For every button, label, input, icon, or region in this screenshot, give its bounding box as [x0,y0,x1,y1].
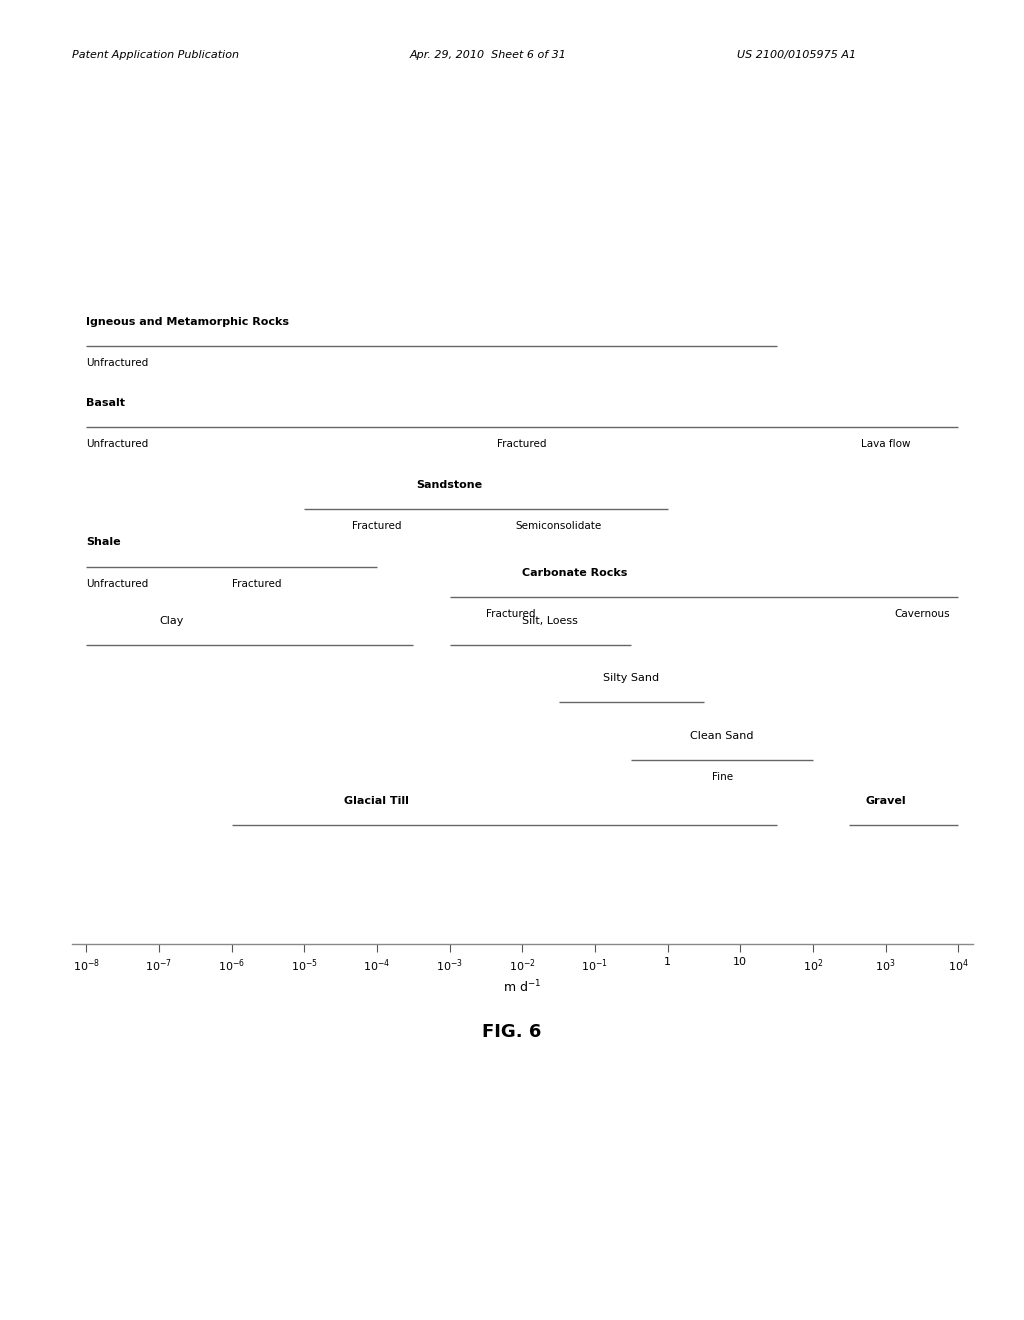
Text: Fine: Fine [712,772,732,783]
Text: Cavernous: Cavernous [894,610,949,619]
Text: Patent Application Publication: Patent Application Publication [72,50,239,61]
Text: Unfractured: Unfractured [86,358,148,368]
Text: Silty Sand: Silty Sand [603,673,659,684]
Text: Carbonate Rocks: Carbonate Rocks [522,568,628,578]
Text: Sandstone: Sandstone [417,479,482,490]
Text: Apr. 29, 2010  Sheet 6 of 31: Apr. 29, 2010 Sheet 6 of 31 [410,50,566,61]
Text: Lava flow: Lava flow [861,440,910,449]
Text: Gravel: Gravel [865,796,906,805]
Text: Fractured: Fractured [231,578,281,589]
Text: Unfractured: Unfractured [86,578,148,589]
Text: Fractured: Fractured [486,610,536,619]
Text: Basalt: Basalt [86,399,125,408]
Text: Fractured: Fractured [498,440,547,449]
Text: Igneous and Metamorphic Rocks: Igneous and Metamorphic Rocks [86,317,289,326]
Text: Fractured: Fractured [352,521,401,531]
X-axis label: m d$^{-1}$: m d$^{-1}$ [503,979,542,995]
Text: Semiconsolidate: Semiconsolidate [515,521,602,531]
Text: Clay: Clay [159,615,183,626]
Text: Glacial Till: Glacial Till [344,796,410,805]
Text: Clean Sand: Clean Sand [690,731,754,742]
Text: Shale: Shale [86,537,121,548]
Text: Silt, Loess: Silt, Loess [522,615,579,626]
Text: Unfractured: Unfractured [86,440,148,449]
Text: FIG. 6: FIG. 6 [482,1023,542,1041]
Text: US 2100/0105975 A1: US 2100/0105975 A1 [737,50,856,61]
